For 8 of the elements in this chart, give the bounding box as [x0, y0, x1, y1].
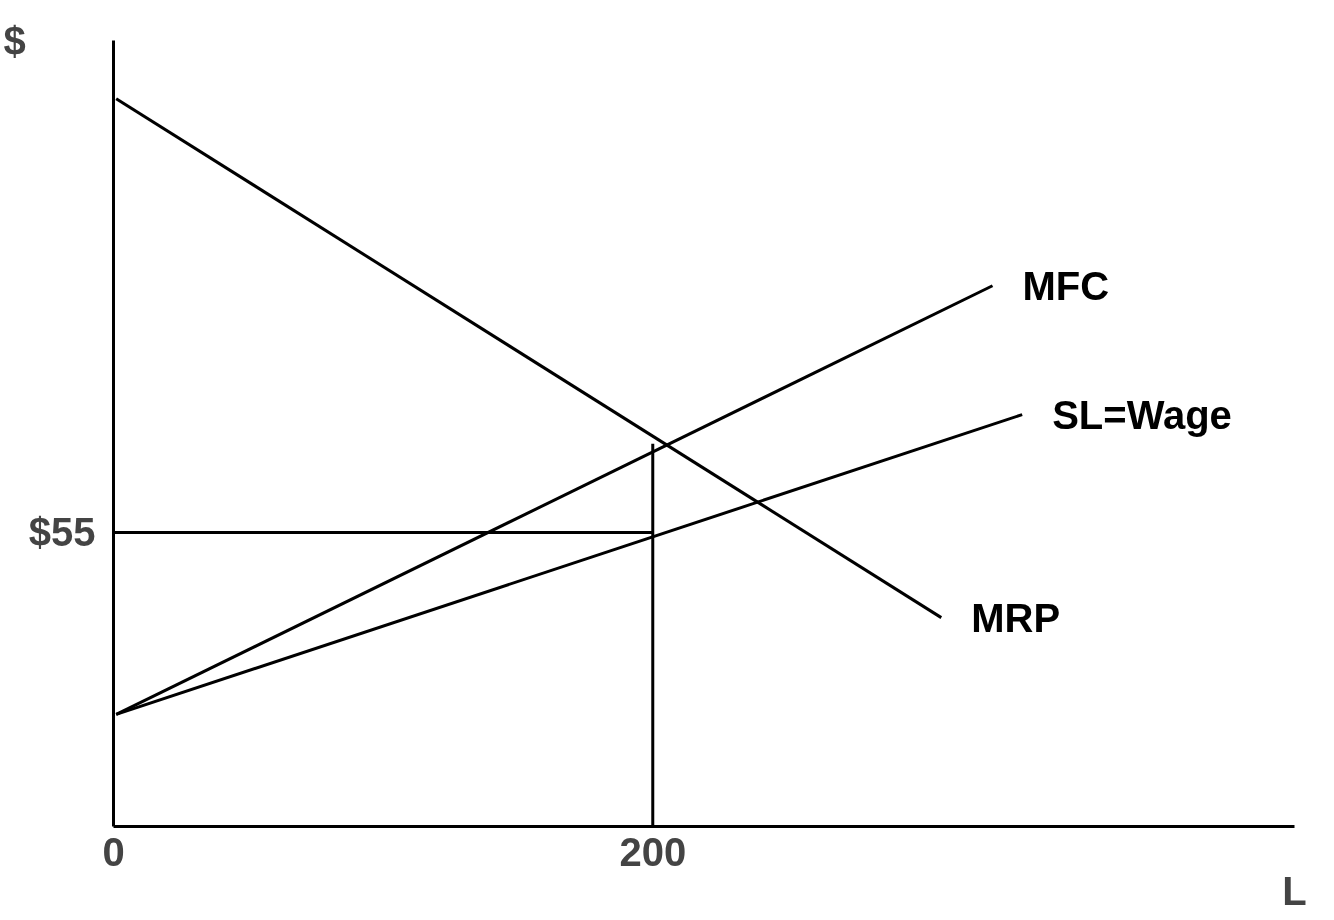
x-tick-label: 0: [102, 829, 125, 874]
series-label: MFC: [1022, 263, 1110, 308]
x-axis-title: L: [1282, 868, 1307, 913]
y-axis-title: $: [3, 18, 26, 63]
series-label: SL=Wage: [1052, 392, 1232, 437]
series-label: MRP: [971, 595, 1061, 640]
x-tick-label: 200: [619, 829, 687, 874]
text: $55: [28, 510, 96, 555]
